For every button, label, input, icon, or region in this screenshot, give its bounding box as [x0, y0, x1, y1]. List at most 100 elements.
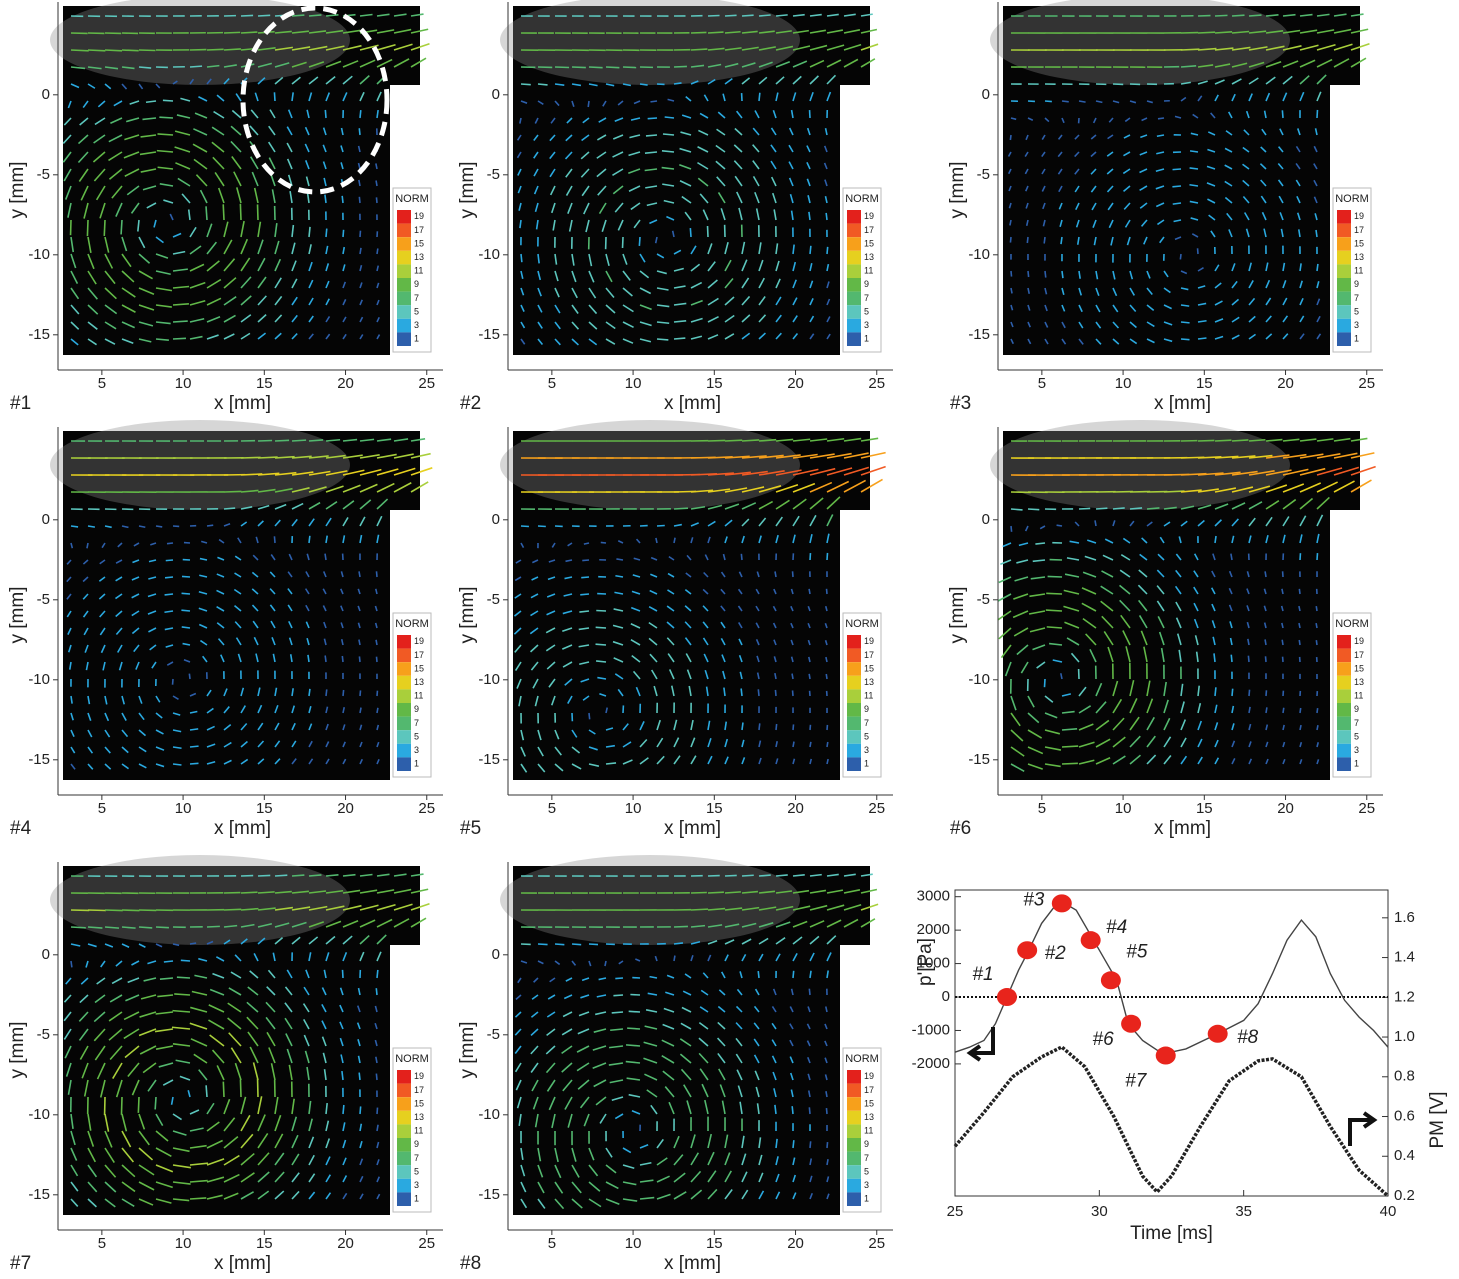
vector [1112, 304, 1119, 313]
vector [650, 1104, 658, 1115]
vector [1044, 695, 1054, 703]
vector [741, 46, 759, 51]
vector [291, 740, 297, 748]
vector [537, 960, 544, 965]
vector [601, 219, 607, 232]
colorbar-tick-label: 5 [1354, 731, 1359, 741]
vector [172, 1113, 182, 1121]
vector [164, 593, 174, 596]
vector [823, 145, 828, 153]
vector [1106, 168, 1114, 175]
vector [1095, 701, 1107, 714]
vector [1063, 589, 1080, 595]
vector [667, 653, 675, 663]
vector [308, 1191, 316, 1200]
vector [722, 670, 726, 680]
vector [809, 75, 819, 85]
vector [1315, 605, 1318, 612]
y-tick-label: 0 [942, 988, 950, 1005]
vector [1195, 651, 1199, 663]
vector [157, 133, 174, 136]
vector [758, 485, 782, 493]
vector [576, 1062, 590, 1072]
vector [564, 1096, 573, 1110]
colorbar-swatch [847, 1192, 861, 1206]
vector [308, 14, 322, 17]
vector [550, 117, 556, 124]
vector [516, 134, 522, 141]
vector [1316, 91, 1322, 102]
vector [240, 257, 251, 272]
vector [174, 993, 191, 996]
vector [860, 43, 879, 51]
vector [565, 559, 573, 563]
vector [127, 1062, 140, 1078]
y-axis-label: y [mm] [457, 587, 478, 644]
vector [87, 49, 106, 52]
vector [216, 622, 225, 629]
vector [809, 13, 822, 17]
vector [288, 1064, 293, 1081]
vector [707, 1170, 717, 1183]
vector [1107, 646, 1114, 663]
vector [809, 438, 828, 442]
vector [552, 219, 556, 231]
vector [1333, 13, 1347, 17]
vector [206, 743, 216, 748]
vector [274, 1171, 285, 1183]
colorbar-tick-label: 13 [864, 252, 874, 262]
vector [724, 738, 729, 748]
vector [720, 208, 726, 221]
vector [393, 438, 409, 442]
vector [1044, 338, 1049, 345]
vector [532, 678, 539, 689]
vector [257, 1133, 269, 1149]
x-tick-label: 5 [98, 800, 106, 817]
colorbar-swatch [397, 1083, 411, 1098]
vector [1178, 649, 1182, 663]
vector [324, 553, 327, 561]
vector [520, 729, 525, 741]
x-tick-label: 20 [1277, 375, 1294, 392]
vector [172, 1181, 191, 1185]
vector [1178, 536, 1182, 544]
vector [547, 576, 556, 581]
vector [169, 213, 174, 221]
vector [376, 282, 380, 289]
vector [342, 1122, 346, 1132]
vector [1316, 438, 1334, 442]
vector [1214, 503, 1229, 510]
vector [792, 60, 808, 68]
marker-label: #4 [1106, 917, 1127, 938]
vector [172, 1164, 191, 1169]
vector [192, 143, 208, 153]
colorbar-swatch [847, 1165, 861, 1179]
vector [520, 1147, 524, 1161]
vector [1197, 756, 1203, 765]
vector [257, 472, 280, 476]
vector [1078, 759, 1095, 765]
vector [223, 688, 228, 697]
vector [758, 500, 774, 510]
vector [514, 1011, 522, 1018]
vector [513, 627, 522, 635]
vector [376, 903, 396, 911]
vector [376, 1141, 380, 1149]
vector [342, 951, 348, 962]
vector [291, 518, 298, 527]
x-tick-label: 25 [947, 1203, 964, 1220]
vector [1129, 698, 1138, 714]
vector [770, 127, 777, 136]
vector [359, 91, 365, 102]
vector [155, 1130, 169, 1142]
vector [376, 918, 393, 928]
vector [791, 1106, 794, 1115]
vector [1281, 588, 1284, 595]
vector [1299, 13, 1313, 17]
colorbar-swatch [397, 675, 411, 690]
vector [790, 988, 794, 996]
vector [775, 499, 790, 510]
vector [206, 78, 212, 85]
vector [554, 66, 570, 69]
vector [104, 270, 116, 285]
